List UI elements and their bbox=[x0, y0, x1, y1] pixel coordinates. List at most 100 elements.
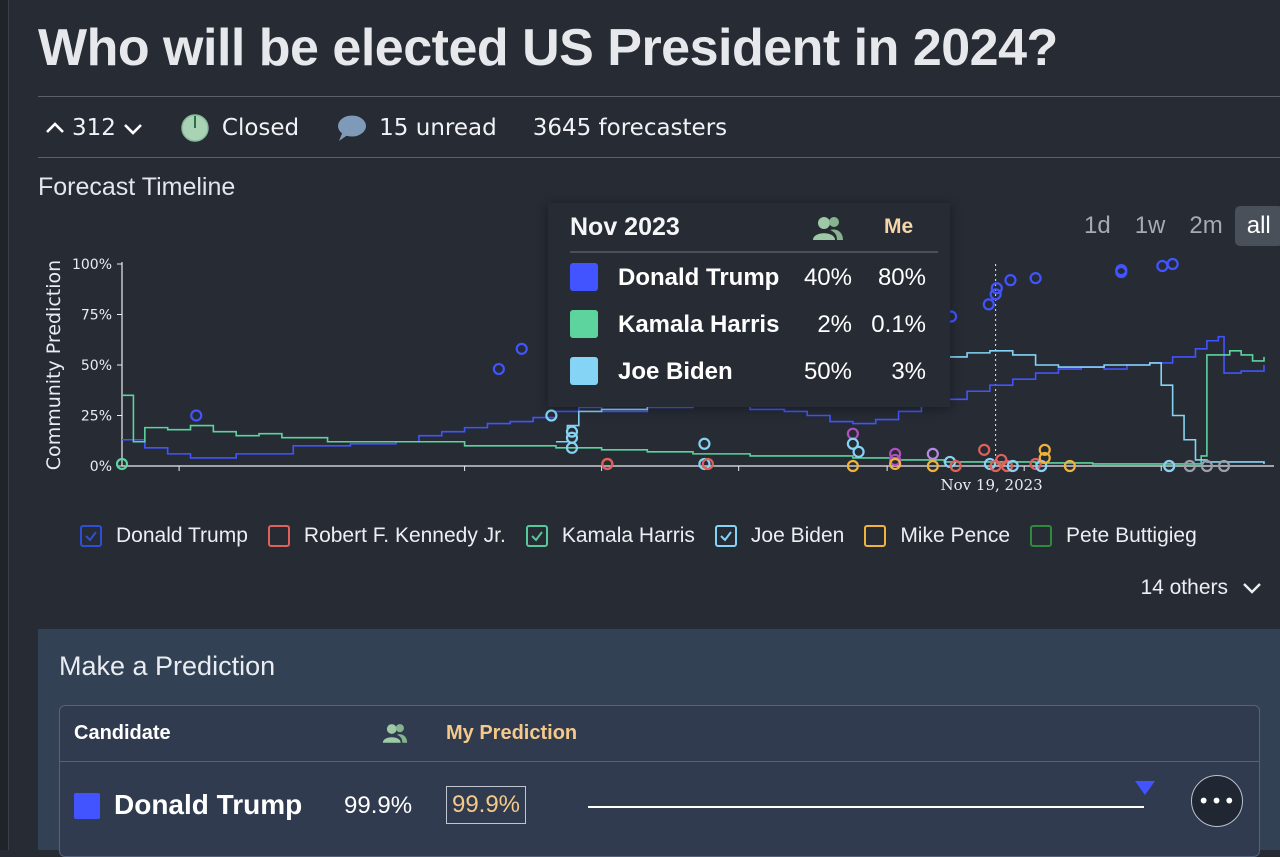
forecast-marker bbox=[565, 441, 579, 454]
col-candidate: Candidate bbox=[74, 722, 171, 744]
forecast-marker bbox=[492, 362, 505, 376]
legend-label: Mike Pence bbox=[900, 524, 1011, 547]
range-selector: 1d 1w 2m all bbox=[1072, 206, 1280, 246]
legend-checkbox[interactable] bbox=[1030, 525, 1053, 547]
check-icon bbox=[720, 531, 732, 542]
forecast-marker bbox=[1156, 259, 1169, 273]
prediction-heading: Make a Prediction bbox=[59, 651, 276, 681]
my-prediction-input[interactable] bbox=[446, 786, 526, 824]
legend-item[interactable]: Mike Pence bbox=[864, 524, 1010, 548]
legend-label: Donald Trump bbox=[116, 524, 248, 547]
legend-item[interactable]: Pete Buttigieg bbox=[1030, 524, 1197, 548]
forecast-marker bbox=[601, 457, 614, 471]
tooltip-candidate: Joe Biden bbox=[618, 358, 733, 385]
prediction-slider[interactable] bbox=[588, 806, 1144, 808]
forecast-marker bbox=[1183, 459, 1196, 473]
date-marker-label: Nov 19, 2023 bbox=[941, 476, 1043, 494]
forecast-marker bbox=[852, 445, 865, 458]
y-tick-label: 50% bbox=[81, 358, 112, 374]
forecast-marker bbox=[1004, 274, 1017, 287]
tooltip-community-value: 50% bbox=[803, 358, 852, 385]
forecast-marker bbox=[115, 457, 129, 471]
tooltip-me-label: Me bbox=[884, 215, 914, 238]
forecast-marker bbox=[889, 457, 902, 471]
tooltip-row: Joe Biden 50% 3% bbox=[570, 357, 938, 387]
question-stats: 312 Closed 15 unread 3645 forecasters bbox=[44, 110, 727, 146]
forecast-marker bbox=[1006, 459, 1019, 473]
divider-stats bbox=[38, 157, 1280, 158]
others-toggle[interactable]: 14 others bbox=[1140, 576, 1262, 600]
tooltip-header: Nov 2023 Me bbox=[570, 213, 938, 253]
left-rail bbox=[0, 0, 9, 850]
legend-checkbox[interactable] bbox=[267, 525, 290, 547]
forecast-marker bbox=[565, 425, 579, 438]
legend-label: Pete Buttigieg bbox=[1066, 524, 1197, 547]
legend-checkbox[interactable] bbox=[864, 525, 887, 547]
tooltip-my-value: 3% bbox=[891, 358, 926, 385]
chart-tooltip: Nov 2023 Me Donald Trump 40% 80% Kamala … bbox=[548, 203, 950, 407]
color-swatch bbox=[570, 357, 598, 385]
legend-label: Joe Biden bbox=[750, 524, 845, 547]
legend-item[interactable]: Kamala Harris bbox=[525, 524, 695, 548]
check-icon bbox=[85, 531, 97, 542]
range-1w[interactable]: 1w bbox=[1134, 212, 1166, 239]
col-my-prediction: My Prediction bbox=[446, 722, 578, 744]
legend-item[interactable]: Donald Trump bbox=[80, 524, 248, 548]
legend-label: Robert F. Kennedy Jr. bbox=[303, 524, 506, 547]
forecast-marker bbox=[515, 342, 528, 355]
color-swatch bbox=[570, 263, 598, 291]
forecast-marker bbox=[1063, 459, 1076, 473]
legend-label: Kamala Harris bbox=[561, 524, 695, 547]
check-icon bbox=[531, 531, 543, 542]
forecast-marker bbox=[846, 427, 859, 440]
forecast-marker bbox=[949, 459, 962, 473]
community-icon bbox=[382, 724, 408, 743]
community-prediction: 99.9% bbox=[344, 792, 413, 819]
y-tick-label: 0% bbox=[90, 459, 112, 475]
y-axis-label: Community Prediction bbox=[43, 260, 65, 470]
forecast-marker bbox=[1000, 459, 1014, 473]
forecast-marker bbox=[995, 453, 1008, 467]
candidate-name: Donald Trump bbox=[114, 789, 303, 820]
forecast-marker bbox=[1029, 272, 1042, 285]
forecast-marker bbox=[989, 288, 1002, 301]
forecast-marker bbox=[1029, 457, 1042, 471]
y-tick-label: 25% bbox=[81, 409, 112, 425]
forecast-marker bbox=[1200, 459, 1214, 473]
y-tick-label: 100% bbox=[72, 257, 112, 273]
status-text: Closed bbox=[221, 115, 300, 141]
page-title: Who will be elected US President in 2024… bbox=[38, 19, 1058, 77]
series-line bbox=[122, 350, 1265, 465]
clock-icon bbox=[181, 114, 209, 142]
forecast-marker bbox=[889, 453, 902, 467]
range-all[interactable]: all bbox=[1234, 206, 1280, 246]
forecast-marker bbox=[982, 298, 995, 311]
comments-link[interactable]: 15 unread bbox=[335, 114, 497, 142]
tooltip-month: Nov 2023 bbox=[570, 213, 680, 241]
legend-checkbox[interactable] bbox=[714, 525, 737, 547]
legend-item[interactable]: Robert F. Kennedy Jr. bbox=[267, 524, 506, 548]
forecast-marker bbox=[545, 409, 558, 422]
range-2m[interactable]: 2m bbox=[1189, 212, 1223, 239]
comments-text: 15 unread bbox=[379, 115, 497, 141]
upvote-icon[interactable] bbox=[44, 117, 66, 139]
forecast-marker bbox=[983, 457, 997, 471]
forecast-marker bbox=[698, 437, 711, 450]
forecast-marker bbox=[1115, 265, 1128, 279]
forecast-marker bbox=[701, 457, 714, 471]
tooltip-candidate: Donald Trump bbox=[618, 264, 780, 291]
more-options-button[interactable]: ••• bbox=[1191, 775, 1243, 827]
range-1d[interactable]: 1d bbox=[1084, 212, 1111, 239]
others-label: 14 others bbox=[1140, 576, 1228, 599]
tooltip-community-value: 2% bbox=[817, 311, 852, 338]
legend-checkbox[interactable] bbox=[80, 525, 102, 547]
tooltip-row: Kamala Harris 2% 0.1% bbox=[570, 310, 938, 340]
forecast-marker bbox=[1166, 257, 1179, 271]
legend-item[interactable]: Joe Biden bbox=[714, 524, 845, 548]
slider-thumb[interactable] bbox=[1134, 780, 1156, 796]
tooltip-community-value: 40% bbox=[803, 264, 852, 291]
legend-checkbox[interactable] bbox=[525, 525, 548, 547]
downvote-icon[interactable] bbox=[122, 117, 144, 139]
timeline-heading: Forecast Timeline bbox=[38, 173, 236, 201]
forecast-marker bbox=[1038, 443, 1051, 456]
